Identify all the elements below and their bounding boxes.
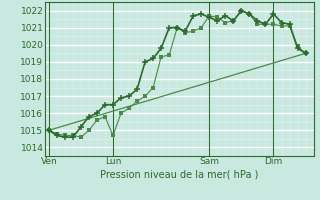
X-axis label: Pression niveau de la mer( hPa ): Pression niveau de la mer( hPa ) xyxy=(100,169,258,179)
